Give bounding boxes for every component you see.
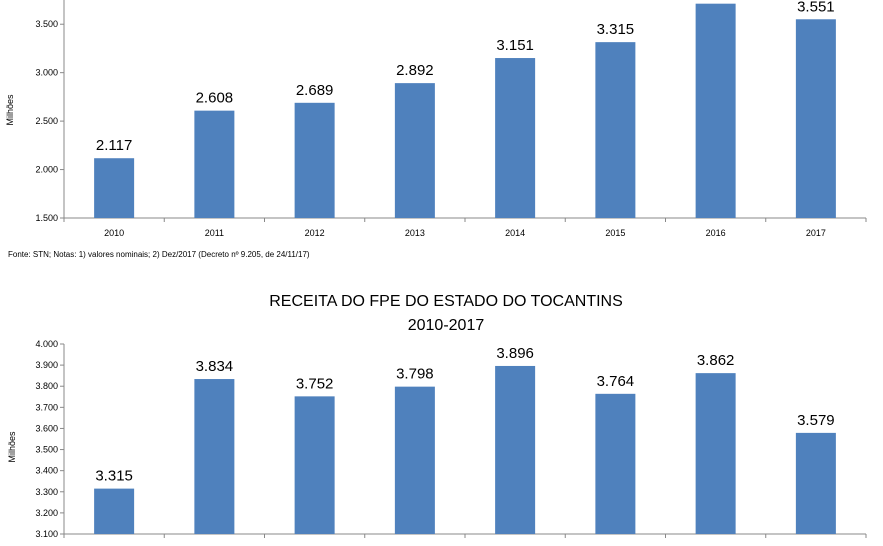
chart-1-y-tick-label: 2.500 — [35, 116, 58, 126]
chart-2-bar-2014 — [495, 365, 536, 534]
chart-1-bar-2016 — [695, 3, 736, 218]
chart-2-y-tick-label: 4.000 — [35, 339, 58, 349]
chart-1-x-tick-label: 2014 — [505, 228, 525, 238]
chart-2-y-tick-label: 3.800 — [35, 381, 58, 391]
chart-2-subtitle: 2010-2017 — [408, 317, 485, 334]
chart-2-y-axis-label: Milhões — [7, 431, 17, 463]
chart-2-bar-2012 — [294, 396, 335, 534]
chart-1-y-tick-label: 3.000 — [35, 68, 58, 78]
chart-2-bar-2013 — [394, 386, 435, 534]
chart-1-x-tick-label: 2016 — [706, 228, 726, 238]
chart-1-bar-2015 — [595, 42, 636, 218]
chart-2-y-tick-label: 3.100 — [35, 529, 58, 539]
chart-1-x-tick-label: 2012 — [305, 228, 325, 238]
chart-2-data-label-2011: 3.834 — [196, 358, 234, 375]
chart-1-bar-2012 — [294, 102, 335, 218]
chart-1-y-tick-label: 1.500 — [35, 213, 58, 223]
chart-1-data-label-2014: 3.151 — [496, 37, 534, 54]
chart-1-bar-2013 — [394, 83, 435, 218]
chart-2-data-label-2017: 3.579 — [797, 412, 835, 429]
chart-1-y-tick-label: 3.500 — [35, 19, 58, 29]
chart-1-data-label-2013: 2.892 — [396, 62, 434, 79]
chart-1-data-label-2017: 3.551 — [797, 0, 835, 15]
chart-1-bar-2014 — [495, 58, 536, 219]
chart-2-bar-2015 — [595, 393, 636, 534]
chart-2-title: RECEITA DO FPE DO ESTADO DO TOCANTINS — [269, 293, 623, 310]
chart-1-bar-2011 — [194, 110, 235, 218]
chart-2-y-tick-label: 3.200 — [35, 508, 58, 518]
chart-1-data-label-2015: 3.315 — [597, 21, 635, 38]
chart-2-y-tick-label: 3.300 — [35, 487, 58, 497]
chart-1-data-label-2010: 2.117 — [96, 137, 132, 154]
chart-1-data-label-2012: 2.689 — [296, 82, 334, 99]
chart-2-data-label-2013: 3.798 — [396, 366, 434, 383]
chart-1-x-tick-label: 2017 — [806, 228, 826, 238]
chart-1-bar-2010 — [94, 158, 135, 218]
chart-2-data-label-2016: 3.862 — [697, 352, 735, 369]
chart-1-y-tick-label: 2.000 — [35, 165, 58, 175]
chart-2-data-label-2010: 3.315 — [95, 468, 133, 485]
chart-2-bar-2010 — [94, 488, 135, 534]
chart-2-y-tick-label: 3.900 — [35, 360, 58, 370]
chart-1-bar-2017 — [795, 19, 836, 219]
chart-2-bar-2011 — [194, 379, 235, 534]
chart-2-data-label-2012: 3.752 — [296, 375, 334, 392]
chart-1-x-tick-label: 2015 — [605, 228, 625, 238]
chart-2-y-tick-label: 3.400 — [35, 466, 58, 476]
chart-2-data-label-2014: 3.896 — [496, 345, 534, 362]
chart-2-bar-2017 — [795, 432, 836, 534]
chart-1-y-axis-label: Milhões — [5, 94, 15, 126]
chart-2: RECEITA DO FPE DO ESTADO DO TOCANTINS 20… — [7, 293, 867, 539]
chart-2-y-tick-label: 3.600 — [35, 423, 58, 433]
chart-2-y-tick-label: 3.500 — [35, 445, 58, 455]
chart-2-data-label-2015: 3.764 — [597, 373, 635, 390]
chart-1-data-label-2011: 2.608 — [196, 90, 234, 107]
chart-1-source-note: Fonte: STN; Notas: 1) valores nominais; … — [8, 250, 310, 259]
chart-1-x-tick-label: 2013 — [405, 228, 425, 238]
chart-1-x-tick-label: 2010 — [104, 228, 124, 238]
chart-1-x-tick-label: 2011 — [205, 228, 224, 238]
chart-2-y-tick-label: 3.700 — [35, 402, 58, 412]
chart-1: 1.500 2.000 2.500 3.000 3.500 2.117 2.608 2.68… — [5, 0, 867, 259]
chart-2-bar-2016 — [695, 373, 736, 534]
